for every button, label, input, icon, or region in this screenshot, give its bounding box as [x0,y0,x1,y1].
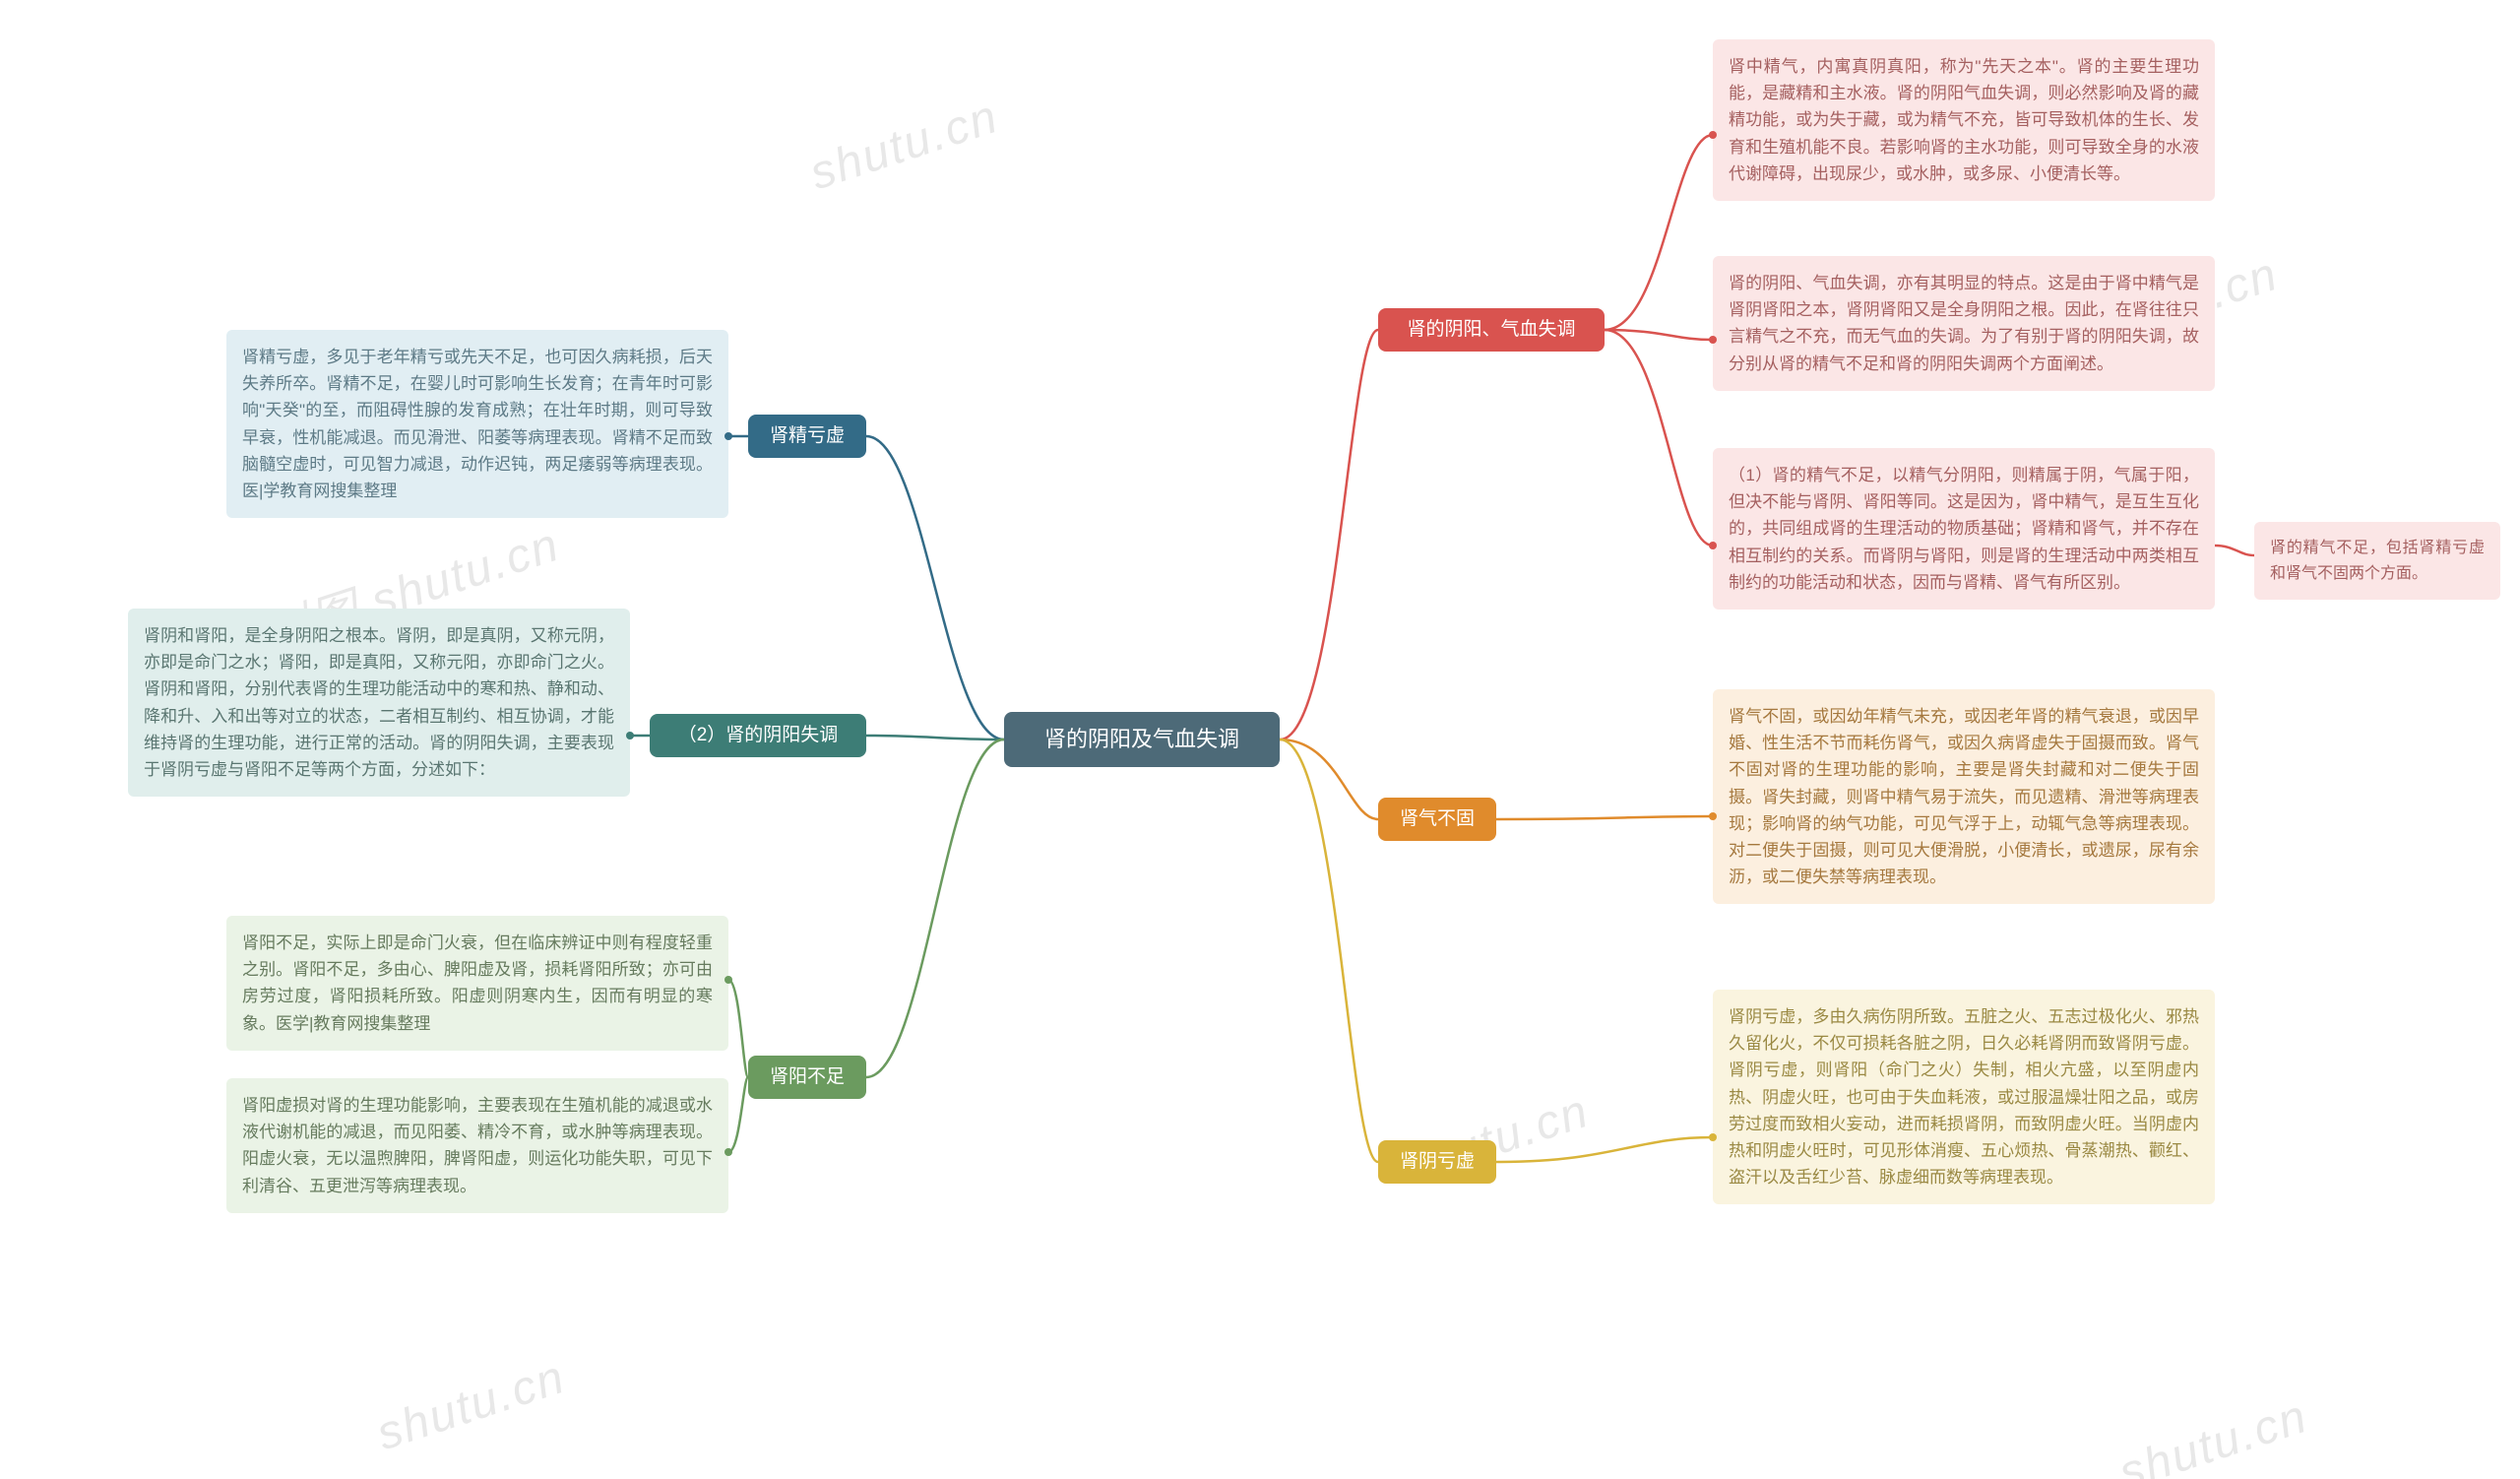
branch-kidney-qi-unstable[interactable]: 肾气不固 [1378,798,1496,841]
leaf-kidney-qi-unstable: 肾气不固，或因幼年精气未充，或因老年肾的精气衰退，或因早婚、性生活不节而耗伤肾气… [1713,689,2215,904]
bullet-icon [724,432,732,440]
leaf-yinyang-imbalance: 肾阴和肾阳，是全身阴阳之根本。肾阴，即是真阴，又称元阴，亦即是命门之水；肾阳，即… [128,609,630,797]
branch-kidney-yang-deficiency[interactable]: 肾阳不足 [748,1056,866,1099]
bullet-icon [1709,812,1717,820]
branch-yinyang-imbalance[interactable]: （2）肾的阴阳失调 [650,714,866,757]
watermark: shutu.cn [803,90,1005,201]
bullet-icon [724,1148,732,1156]
leaf-yinyang-qixue-3-sub: 肾的精气不足，包括肾精亏虚和肾气不固两个方面。 [2254,522,2500,600]
leaf-kidney-essence-deficiency: 肾精亏虚，多见于老年精亏或先天不足，也可因久病耗损，后天失养所卒。肾精不足，在婴… [226,330,728,518]
leaf-yinyang-qixue-2: 肾的阴阳、气血失调，亦有其明显的特点。这是由于肾中精气是肾阴肾阳之本，肾阴肾阳又… [1713,256,2215,391]
bullet-icon [1709,542,1717,549]
branch-kidney-yin-deficiency[interactable]: 肾阴亏虚 [1378,1140,1496,1184]
leaf-yinyang-qixue-3: （1）肾的精气不足，以精气分阴阳，则精属于阴，气属于阳，但决不能与肾阴、肾阳等同… [1713,448,2215,610]
watermark: shutu.cn [370,1350,572,1461]
bullet-icon [1709,1133,1717,1141]
bullet-icon [626,732,634,740]
leaf-yinyang-qixue-1: 肾中精气，内寓真阴真阳，称为"先天之本"。肾的主要生理功能，是藏精和主水液。肾的… [1713,39,2215,201]
watermark: shutu.cn [2112,1389,2314,1479]
bullet-icon [724,976,732,984]
branch-yinyang-qixue[interactable]: 肾的阴阳、气血失调 [1378,308,1605,352]
root-node[interactable]: 肾的阴阳及气血失调 [1004,712,1280,767]
branch-kidney-essence-deficiency[interactable]: 肾精亏虚 [748,415,866,458]
leaf-kidney-yang-def-2: 肾阳虚损对肾的生理功能影响，主要表现在生殖机能的减退或水液代谢机能的减退，而见阳… [226,1078,728,1213]
leaf-kidney-yang-def-1: 肾阳不足，实际上即是命门火衰，但在临床辨证中则有程度轻重之别。肾阳不足，多由心、… [226,916,728,1051]
bullet-icon [1709,131,1717,139]
bullet-icon [1709,336,1717,344]
leaf-kidney-yin-deficiency: 肾阴亏虚，多由久病伤阴所致。五脏之火、五志过极化火、邪热久留化火，不仅可损耗各脏… [1713,990,2215,1204]
